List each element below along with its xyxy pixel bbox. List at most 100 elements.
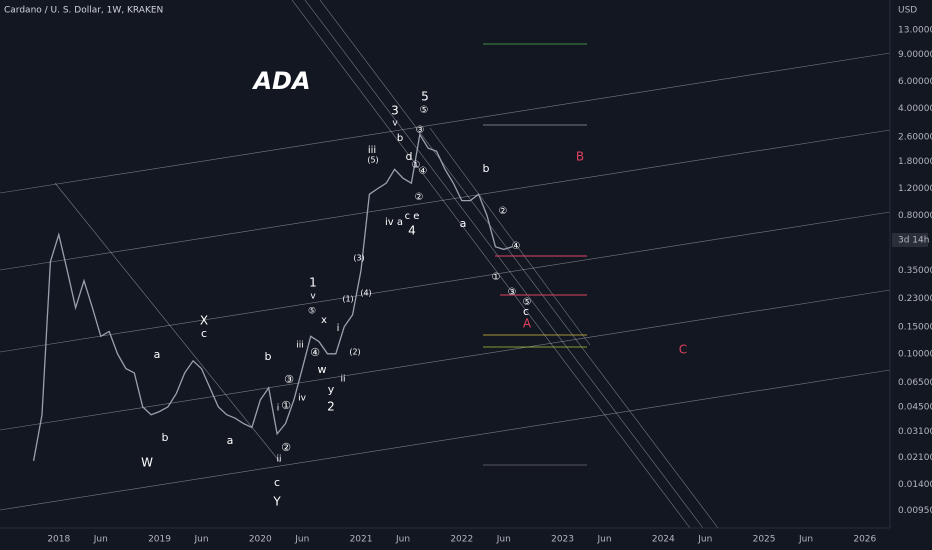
x-tick-label: Jun — [294, 535, 309, 545]
wave-label: ⑤ — [420, 105, 429, 116]
price-line — [32, 132, 513, 462]
channel-line — [0, 369, 891, 511]
wave-label: a — [154, 348, 161, 361]
x-tick-label: Jun — [798, 535, 813, 545]
wave-label: ① — [412, 160, 421, 171]
wave-label: iv — [298, 394, 307, 404]
y-tick-label: 2.600000 — [898, 133, 932, 143]
wave-label: ② — [499, 206, 508, 217]
y-tick-label: 0.350000 — [898, 266, 932, 276]
x-tick-label: Jun — [193, 535, 208, 545]
wave-label: b — [397, 133, 403, 144]
channel-line — [0, 129, 891, 271]
wave-label: (3) — [353, 254, 364, 263]
y-tick-label: 0.800000 — [898, 211, 932, 221]
wave-label: (5) — [367, 156, 378, 165]
y-tick-label: 0.021000 — [898, 453, 932, 463]
wave-label: ii — [276, 455, 281, 465]
y-tick-label: 4.000000 — [898, 104, 932, 114]
x-tick-label: 2019 — [148, 535, 171, 545]
y-tick-label: 0.014000 — [898, 480, 932, 490]
y-tick-label: 1.200000 — [898, 184, 932, 194]
wave-label: (1) — [342, 295, 353, 304]
wave-label: B — [576, 150, 584, 164]
wave-label: ① — [281, 399, 291, 412]
trend-line — [54, 182, 281, 463]
channel-line — [0, 52, 891, 194]
wave-label: 1 — [309, 276, 317, 290]
trend-line — [291, 0, 691, 529]
wave-label: y — [328, 383, 335, 396]
x-tick-label: Jun — [697, 535, 712, 545]
trend-line — [319, 0, 719, 529]
x-tick-label: 2023 — [551, 535, 574, 545]
wave-label: iii — [368, 145, 376, 156]
y-tick-label: 13.000000 — [898, 25, 932, 35]
wave-label: ⑤ — [523, 297, 532, 308]
y-tick-label: 0.230000 — [898, 294, 932, 304]
wave-label: i — [337, 323, 340, 334]
x-tick-label: Jun — [395, 535, 410, 545]
chart-title: Cardano / U. S. Dollar, 1W, KRAKEN — [4, 6, 163, 16]
wave-label: c — [274, 476, 280, 489]
countdown-label: 3d 14h — [898, 236, 929, 246]
wave-label: iv a — [385, 217, 403, 228]
x-tick-label: 2021 — [350, 535, 373, 545]
wave-label: C — [679, 343, 687, 357]
wave-label: ② — [415, 192, 424, 203]
x-tick-label: 2022 — [450, 535, 473, 545]
wave-label: b — [162, 431, 169, 444]
x-tick-label: 2024 — [652, 535, 675, 545]
wave-label: ④ — [512, 241, 521, 252]
wave-label: b — [265, 350, 272, 363]
wave-label: 2 — [327, 400, 335, 414]
wave-label: ② — [281, 441, 291, 454]
y-tick-label: 0.100000 — [898, 349, 932, 359]
wave-label: ④ — [419, 166, 428, 177]
x-tick-label: Jun — [93, 535, 108, 545]
wave-label: ③ — [508, 287, 517, 298]
wave-label: x — [321, 315, 327, 326]
wave-label: (4) — [360, 289, 371, 298]
wave-label: a — [460, 217, 467, 230]
wave-label: A — [523, 317, 532, 331]
wave-label: c e — [405, 211, 420, 222]
wave-label: w — [318, 363, 327, 376]
wave-label: c — [523, 305, 529, 318]
wave-label: X — [200, 314, 208, 328]
wave-label: Y — [272, 495, 281, 509]
wave-label: a — [227, 434, 234, 447]
wave-label: ⑤ — [308, 307, 316, 317]
wave-label: 5 — [421, 90, 429, 104]
countdown-box — [892, 233, 928, 247]
wave-label: 3 — [391, 104, 399, 118]
wave-label: iii — [296, 341, 304, 351]
wave-label: i — [277, 404, 280, 414]
x-tick-label: Jun — [496, 535, 511, 545]
trend-line — [429, 127, 591, 346]
y-tick-label: 9.000000 — [898, 50, 932, 60]
wave-label: v — [392, 119, 398, 129]
y-tick-label: 6.000000 — [898, 77, 932, 87]
currency-label: USD — [898, 6, 917, 16]
y-tick-label: 0.009500 — [898, 506, 932, 516]
wave-label: ADA — [251, 67, 310, 95]
trend-line — [304, 0, 704, 529]
x-tick-label: 2025 — [753, 535, 776, 545]
x-tick-label: 2026 — [853, 535, 876, 545]
x-tick-label: 2020 — [249, 535, 272, 545]
channel-line — [0, 289, 891, 431]
y-tick-label: 1.800000 — [898, 157, 932, 167]
channel-line — [0, 211, 891, 353]
y-tick-label: 0.031000 — [898, 427, 932, 437]
wave-label: ii — [340, 375, 345, 385]
drawings — [0, 0, 891, 529]
y-tick-label: 0.150000 — [898, 322, 932, 332]
wave-label: W — [141, 456, 153, 470]
wave-label: ① — [492, 272, 501, 283]
wave-label: b — [483, 162, 490, 175]
wave-label: c — [201, 327, 207, 340]
x-tick-label: 2018 — [47, 535, 70, 545]
